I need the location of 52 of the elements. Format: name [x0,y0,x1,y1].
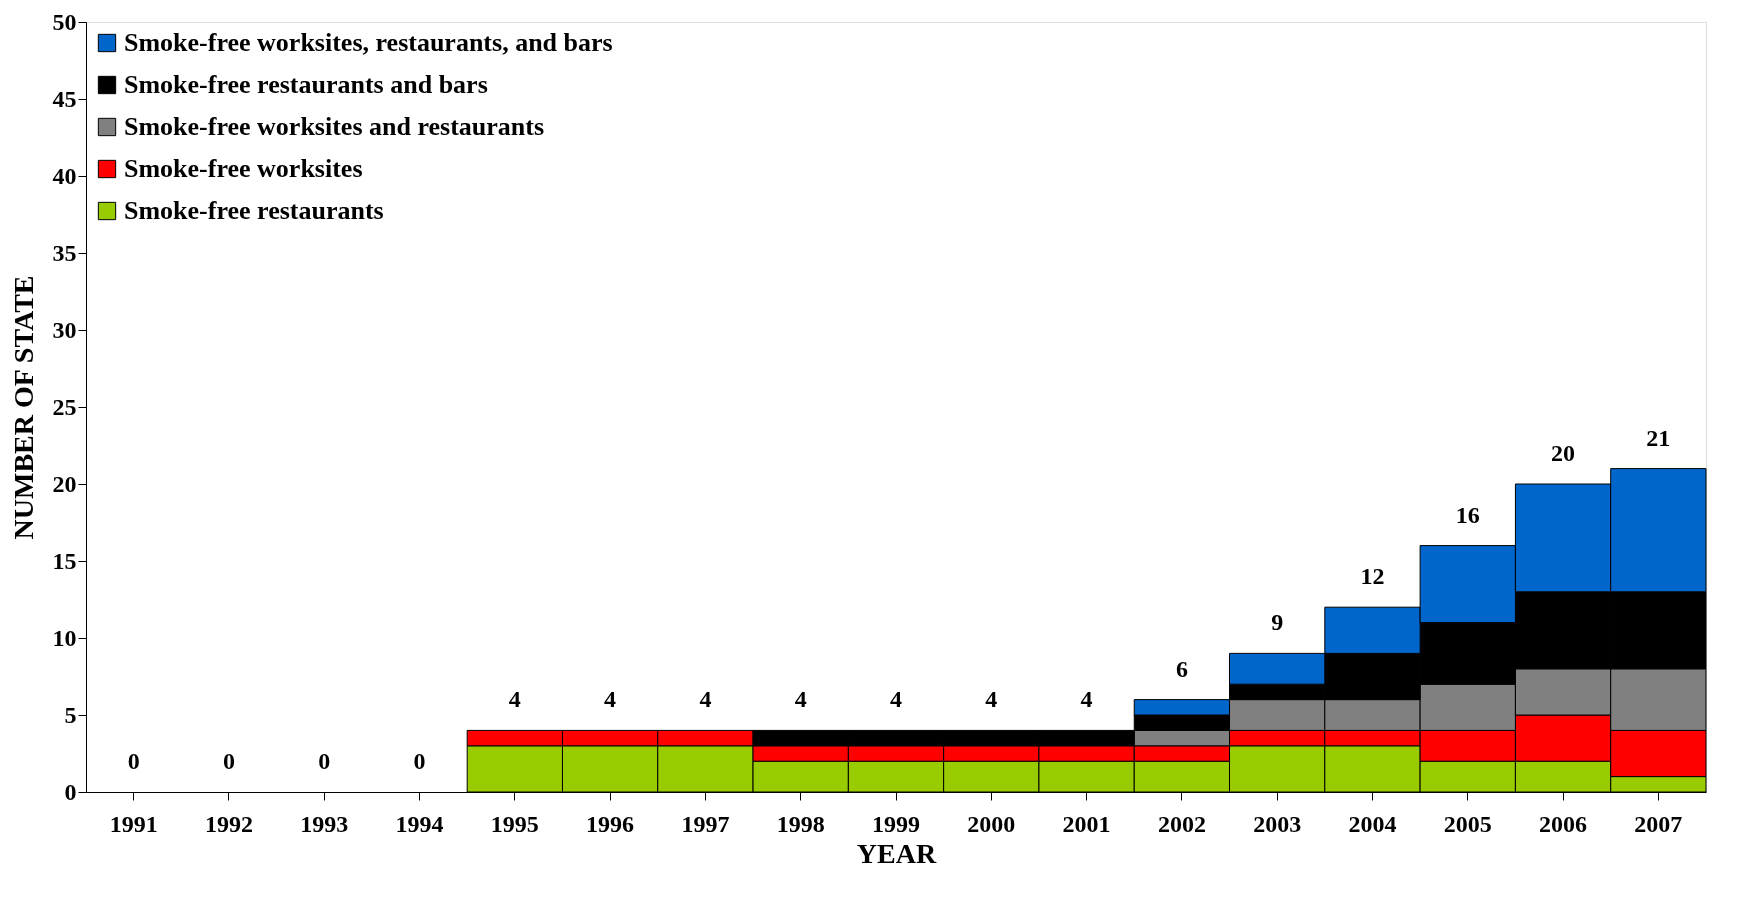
total-label: 0 [318,748,331,774]
legend-label: Smoke-free worksites, restaurants, and bars [124,28,613,57]
total-label: 21 [1646,424,1671,451]
total-label: 4 [508,686,521,713]
y-tick-label: 20 [52,470,77,497]
x-tick-label: 1999 [872,810,920,837]
total-label: 6 [1175,655,1188,682]
y-tick-label: 15 [52,547,77,574]
total-label: 0 [413,748,426,774]
x-tick-label: 1991 [109,810,158,837]
legend-label: Smoke-free worksites [124,154,363,183]
x-tick-label: 2001 [1062,810,1111,837]
total-label: 4 [604,686,617,713]
x-tick-label: 2003 [1253,810,1302,837]
x-tick-label: 1992 [204,810,253,837]
y-tick-label: 5 [64,701,77,728]
total-label: 4 [890,686,902,713]
total-label: 9 [1271,609,1284,636]
total-label: 4 [794,686,807,713]
y-tick-label: 30 [52,316,77,343]
y-axis-title: NUMBER OF STATE [7,275,39,540]
total-label: 12 [1360,563,1385,590]
x-tick-label: 1995 [490,810,539,837]
total-label: 4 [1080,686,1093,713]
x-tick-label: 2006 [1539,810,1588,837]
x-tick-label: 2004 [1348,810,1397,837]
total-label: 20 [1551,440,1576,466]
y-tick-label: 45 [52,85,77,112]
total-label: 0 [127,748,140,774]
x-tick-label: 1997 [681,810,730,837]
y-tick-label: 0 [64,778,77,805]
x-tick-label: 2005 [1443,810,1492,837]
x-tick-label: 2002 [1157,810,1206,837]
total-label: 4 [985,686,998,713]
x-axis-title: YEAR [856,837,937,869]
y-tick-label: 50 [52,8,77,35]
total-label: 4 [699,686,712,713]
y-tick-label: 25 [52,393,77,420]
x-tick-label: 1993 [300,810,349,837]
x-tick-label: 1998 [776,810,825,837]
total-label: 16 [1455,501,1480,528]
y-tick-label: 10 [52,624,77,651]
y-tick-label: 35 [52,239,77,266]
legend-label: Smoke-free restaurants [124,196,384,225]
total-label: 0 [222,748,235,774]
x-tick-label: 1996 [586,810,635,837]
x-tick-label: 1994 [395,810,444,837]
y-tick-label: 40 [52,162,77,189]
x-tick-label: 2007 [1634,810,1683,837]
legend-label: Smoke-free restaurants and bars [124,70,488,99]
legend-label: Smoke-free worksites and restaurants [124,112,545,141]
x-tick-label: 2000 [967,810,1016,837]
